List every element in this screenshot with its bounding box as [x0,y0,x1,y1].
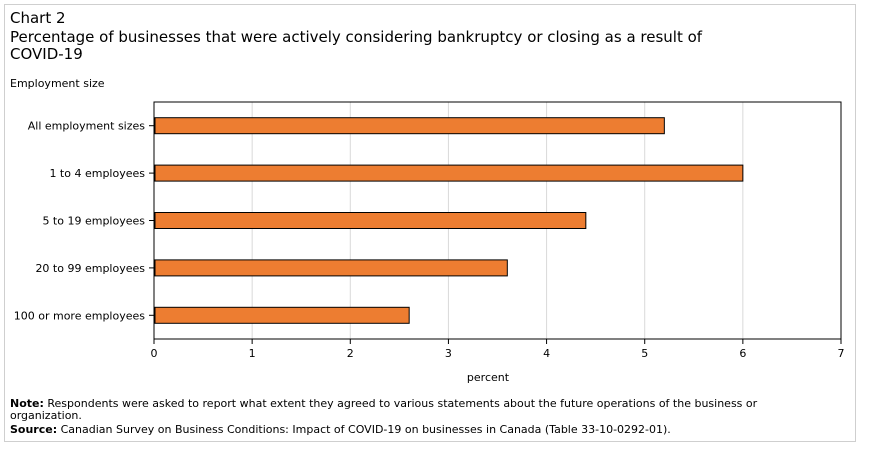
chart-title: Percentage of businesses that were activ… [10,28,703,63]
category-label: All employment sizes [28,120,145,133]
category-label: 1 to 4 employees [49,167,145,180]
bar [154,164,744,182]
category-label: 5 to 19 employees [42,215,145,228]
x-tick-label: 2 [347,347,354,360]
note-text: Respondents were asked to report what ex… [10,397,758,422]
x-tick-label: 0 [151,347,158,360]
x-tick-label: 3 [445,347,452,360]
x-tick-label: 7 [838,347,845,360]
x-tick-label: 1 [249,347,256,360]
x-tick-label: 4 [543,347,550,360]
x-axis-title: percent [466,371,510,384]
source-label: Source: [10,423,58,436]
note: Note: Respondents were asked to report w… [10,398,790,422]
note-label: Note: [10,397,44,410]
bar [154,306,410,324]
y-axis-title: Employment size [10,77,105,90]
source: Source: Canadian Survey on Business Cond… [10,424,840,436]
chart-number: Chart 2 [10,9,66,27]
x-tick-label: 5 [641,347,648,360]
category-label: 100 or more employees [14,309,146,322]
bar [154,259,508,277]
category-label: 20 to 99 employees [35,262,145,275]
bar [154,212,587,229]
source-text: Canadian Survey on Business Conditions: … [57,423,671,436]
bar [154,117,665,135]
chart-frame [4,4,856,442]
x-tick-label: 6 [739,347,746,360]
